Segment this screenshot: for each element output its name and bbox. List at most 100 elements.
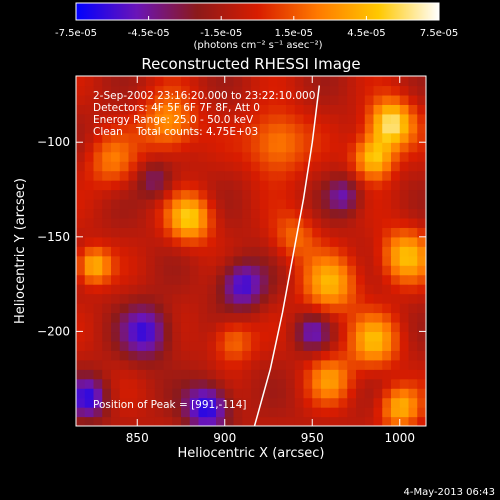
heatmap-cell xyxy=(93,104,103,115)
heatmap-cell xyxy=(242,340,252,351)
heatmap-cell xyxy=(233,265,243,276)
heatmap-cell xyxy=(163,236,173,247)
heatmap-cell xyxy=(163,180,173,191)
heatmap-cell xyxy=(84,331,95,342)
heatmap-cell xyxy=(163,340,173,351)
heatmap-cell xyxy=(321,265,331,276)
heatmap-cell xyxy=(84,180,95,191)
heatmap-cell xyxy=(146,350,156,361)
heatmap-cell xyxy=(137,378,147,389)
heatmap-cell xyxy=(198,284,208,295)
heatmap-cell xyxy=(242,274,252,285)
heatmap-cell xyxy=(312,217,322,228)
heatmap-cell xyxy=(93,170,103,181)
heatmap-cell xyxy=(417,331,426,342)
heatmap-cell xyxy=(399,132,410,143)
colorbar-unit-label: (photons cm⁻² s⁻¹ asec⁻²) xyxy=(193,40,322,51)
heatmap-cell xyxy=(259,359,270,370)
heatmap-cell xyxy=(321,284,331,295)
heatmap-cell xyxy=(417,123,426,134)
colorbar-tick-label: 4.5e-05 xyxy=(347,28,385,39)
heatmap-cell xyxy=(207,227,217,238)
heatmap-cell xyxy=(163,284,173,295)
heatmap-cell xyxy=(102,198,112,210)
heatmap-cell xyxy=(408,76,418,87)
heatmap-cell xyxy=(391,170,401,181)
heatmap-cell xyxy=(102,407,112,418)
heatmap-cell xyxy=(356,416,366,426)
heatmap-cell xyxy=(321,227,331,238)
heatmap-cell xyxy=(102,227,112,238)
heatmap-cell xyxy=(277,161,287,172)
heatmap-cell xyxy=(417,104,426,115)
heatmap-cell xyxy=(294,350,305,361)
heatmap-cell xyxy=(119,407,130,418)
heatmap-cell xyxy=(286,189,296,200)
heatmap-cell xyxy=(233,170,243,181)
heatmap-cell xyxy=(364,274,375,285)
heatmap-cell xyxy=(154,227,165,238)
heatmap-cell xyxy=(399,189,410,200)
heatmap-cell xyxy=(356,236,366,247)
heatmap-cell xyxy=(277,142,287,153)
heatmap-cell xyxy=(259,293,270,304)
heatmap-cell xyxy=(382,170,392,181)
heatmap-cell xyxy=(251,227,261,238)
heatmap-cell xyxy=(163,369,173,380)
heatmap-cell xyxy=(102,397,112,408)
heatmap-cell xyxy=(303,265,313,276)
heatmap-cell xyxy=(399,359,410,370)
heatmap-cell xyxy=(146,340,156,351)
heatmap-cell xyxy=(356,170,366,181)
heatmap-cell xyxy=(207,208,217,219)
heatmap-cell xyxy=(268,246,278,257)
heatmap-cell xyxy=(408,303,418,314)
heatmap-cell xyxy=(408,416,418,426)
heatmap-cell xyxy=(233,293,243,304)
heatmap-cell xyxy=(163,378,173,389)
heatmap-cell xyxy=(163,189,173,200)
heatmap-cell xyxy=(347,170,357,181)
heatmap-cell xyxy=(329,369,340,380)
heatmap-cell xyxy=(303,407,313,418)
heatmap-cell xyxy=(408,378,418,389)
heatmap-cell xyxy=(233,350,243,361)
heatmap-cell xyxy=(294,123,305,134)
heatmap-cell xyxy=(321,76,331,87)
heatmap-cell xyxy=(189,293,200,304)
heatmap-cell xyxy=(181,312,191,323)
heatmap-cell xyxy=(399,208,410,219)
heatmap-cell xyxy=(259,369,270,380)
heatmap-cell xyxy=(399,142,410,153)
heatmap-cell xyxy=(373,416,383,426)
heatmap-cell xyxy=(233,331,243,342)
heatmap-cell xyxy=(111,255,121,266)
heatmap-cell xyxy=(338,265,348,276)
heatmap-cell xyxy=(224,359,235,370)
x-tick-label: 950 xyxy=(301,431,324,445)
heatmap-cell xyxy=(268,378,278,389)
heatmap-cell xyxy=(303,369,313,380)
heatmap-cell xyxy=(172,331,182,342)
heatmap-cell xyxy=(268,132,278,143)
heatmap-cell xyxy=(128,104,138,115)
heatmap-cell xyxy=(93,227,103,238)
heatmap-cell xyxy=(329,340,340,351)
heatmap-cell xyxy=(259,388,270,399)
heatmap-cell xyxy=(154,397,165,408)
heatmap-cell xyxy=(338,189,348,200)
heatmap-cell xyxy=(277,293,287,304)
heatmap-cell xyxy=(172,312,182,323)
heatmap-cell xyxy=(338,397,348,408)
heatmap-cell xyxy=(172,236,182,247)
heatmap-cell xyxy=(312,303,322,314)
heatmap-cell xyxy=(216,359,226,370)
heatmap-cell xyxy=(382,151,392,162)
heatmap-cell xyxy=(408,255,418,266)
heatmap-cell xyxy=(216,132,226,143)
heatmap-cell xyxy=(251,378,261,389)
heatmap-cell xyxy=(128,274,138,285)
heatmap-cell xyxy=(224,151,235,162)
heatmap-cell xyxy=(198,246,208,257)
heatmap-cell xyxy=(137,104,147,115)
